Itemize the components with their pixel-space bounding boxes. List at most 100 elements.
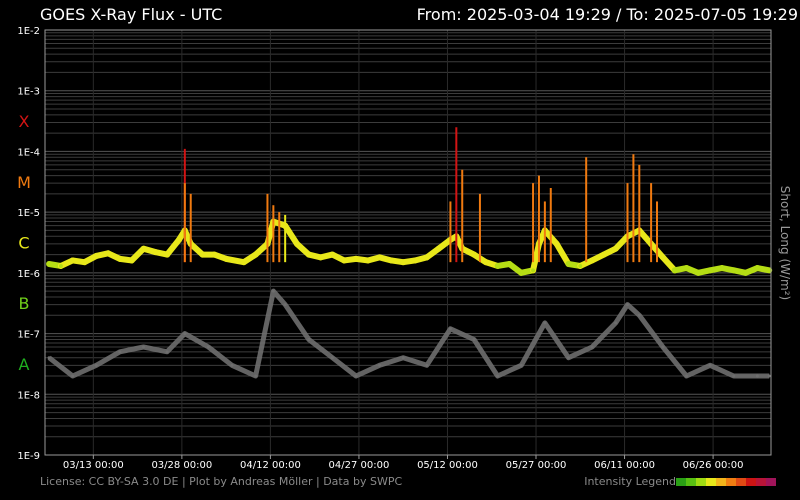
long-channel-point — [483, 260, 488, 265]
y-tick-label: 1E-2 — [17, 26, 40, 37]
long-channel-point — [731, 268, 736, 273]
long-channel-point — [70, 258, 75, 263]
long-channel-point — [82, 260, 87, 265]
short-channel-point — [271, 289, 275, 293]
short-channel-point — [661, 345, 665, 349]
short-channel-point — [206, 345, 210, 349]
short-channel-point — [47, 356, 51, 360]
long-channel-point — [613, 246, 618, 251]
x-tick-label: 04/12 00:00 — [240, 460, 301, 471]
x-tick-label: 06/26 00:00 — [683, 460, 744, 471]
long-channel-point — [106, 251, 111, 256]
y-tick-label: 1E-4 — [17, 147, 40, 158]
short-channel-point — [496, 374, 500, 378]
short-channel-point — [614, 321, 618, 325]
long-channel-segment — [164, 236, 182, 258]
y-tick-labels: 1E-9 1E-8 1E-7 1E-6 1E-5 1E-4 1E-3 1E-2 — [17, 26, 40, 462]
x-tick-label: 06/11 00:00 — [594, 460, 655, 471]
long-channel-point — [353, 256, 358, 261]
y-tick-label: 1E-7 — [17, 330, 40, 341]
flare-peaks — [183, 127, 659, 263]
long-channel-point — [743, 270, 748, 275]
long-channel-point — [436, 246, 441, 251]
short-channel-point — [254, 374, 258, 378]
long-channel-segment — [754, 265, 773, 274]
long-channel-point — [117, 256, 122, 261]
long-channel-point — [590, 258, 595, 263]
short-channel-point — [755, 374, 759, 378]
short-channel-point — [685, 374, 689, 378]
short-channel-line — [47, 288, 770, 379]
short-channel-point — [732, 374, 736, 378]
intensity-legend — [676, 478, 776, 486]
long-channel-point — [566, 261, 571, 266]
short-channel-point — [767, 374, 771, 378]
long-channel-point — [342, 258, 347, 263]
long-channel-point — [495, 263, 500, 268]
short-channel-point — [425, 363, 429, 367]
legend-swatch — [706, 478, 716, 486]
date-range: From: 2025-03-04 19:29 / To: 2025-07-05 … — [417, 5, 798, 24]
x-tick-label: 05/27 00:00 — [506, 460, 567, 471]
long-channel-point — [472, 252, 477, 257]
short-channel-point — [590, 345, 594, 349]
long-channel-point — [224, 256, 229, 261]
long-channel-point — [424, 255, 429, 260]
long-channel-point — [684, 266, 689, 271]
long-channel-point — [176, 237, 181, 242]
short-channel-point — [637, 313, 641, 317]
long-channel-point — [554, 241, 559, 246]
long-channel-point — [94, 253, 99, 258]
legend-swatch — [736, 478, 746, 486]
chart-title: GOES X-Ray Flux - UTC — [40, 5, 222, 24]
short-channel-point — [708, 363, 712, 367]
y-axis-label: Short, Long (W/m²) — [778, 186, 792, 300]
long-channel-point — [253, 252, 258, 257]
short-channel-point — [626, 303, 630, 307]
short-channel-point — [378, 363, 382, 367]
short-channel-point — [71, 374, 75, 378]
long-channel-segment — [223, 255, 247, 266]
y-tick-label: 1E-3 — [17, 87, 40, 98]
short-channel-point — [307, 337, 311, 341]
short-channel-point — [448, 327, 452, 331]
long-channel-point — [519, 270, 524, 275]
y-tick-label: 1E-5 — [17, 208, 40, 219]
long-channel-point — [413, 258, 418, 263]
long-channel-point — [330, 252, 335, 257]
legend-swatch — [696, 478, 706, 486]
long-channel-point — [660, 255, 665, 260]
short-channel-point — [566, 356, 570, 360]
long-channel-point — [318, 255, 323, 260]
long-channel-point — [47, 261, 52, 266]
x-tick-label: 03/28 00:00 — [151, 460, 212, 471]
long-channel-point — [200, 252, 205, 257]
long-channel-point — [389, 258, 394, 263]
long-channel-point — [767, 268, 772, 273]
short-channel-point — [543, 321, 547, 325]
legend-swatch — [716, 478, 726, 486]
long-channel-point — [401, 260, 406, 265]
footer-credits: License: CC BY-SA 3.0 DE | Plot by Andre… — [40, 475, 402, 488]
x-tick-label: 04/27 00:00 — [329, 460, 390, 471]
short-channel-point — [118, 350, 122, 354]
flare-class-x: X — [19, 112, 30, 131]
long-channel-point — [377, 255, 382, 260]
short-channel-point — [165, 350, 169, 354]
long-channel-point — [165, 252, 170, 257]
long-channel-point — [531, 268, 536, 273]
legend-swatch — [676, 478, 686, 486]
x-tick-labels: 03/13 00:00 03/28 00:00 04/12 00:00 04/27 0… — [63, 455, 744, 471]
flare-class-labels: A B C M X — [17, 112, 31, 374]
short-channel-point — [354, 374, 358, 378]
long-channel-point — [58, 263, 63, 268]
short-channel-point — [142, 345, 146, 349]
y-tick-label: 1E-6 — [17, 269, 40, 280]
flare-class-a: A — [19, 355, 30, 374]
legend-swatch — [686, 478, 696, 486]
long-channel-point — [708, 268, 713, 273]
long-channel-point — [719, 266, 724, 271]
legend-swatch — [756, 478, 766, 486]
long-channel-point — [294, 241, 299, 246]
